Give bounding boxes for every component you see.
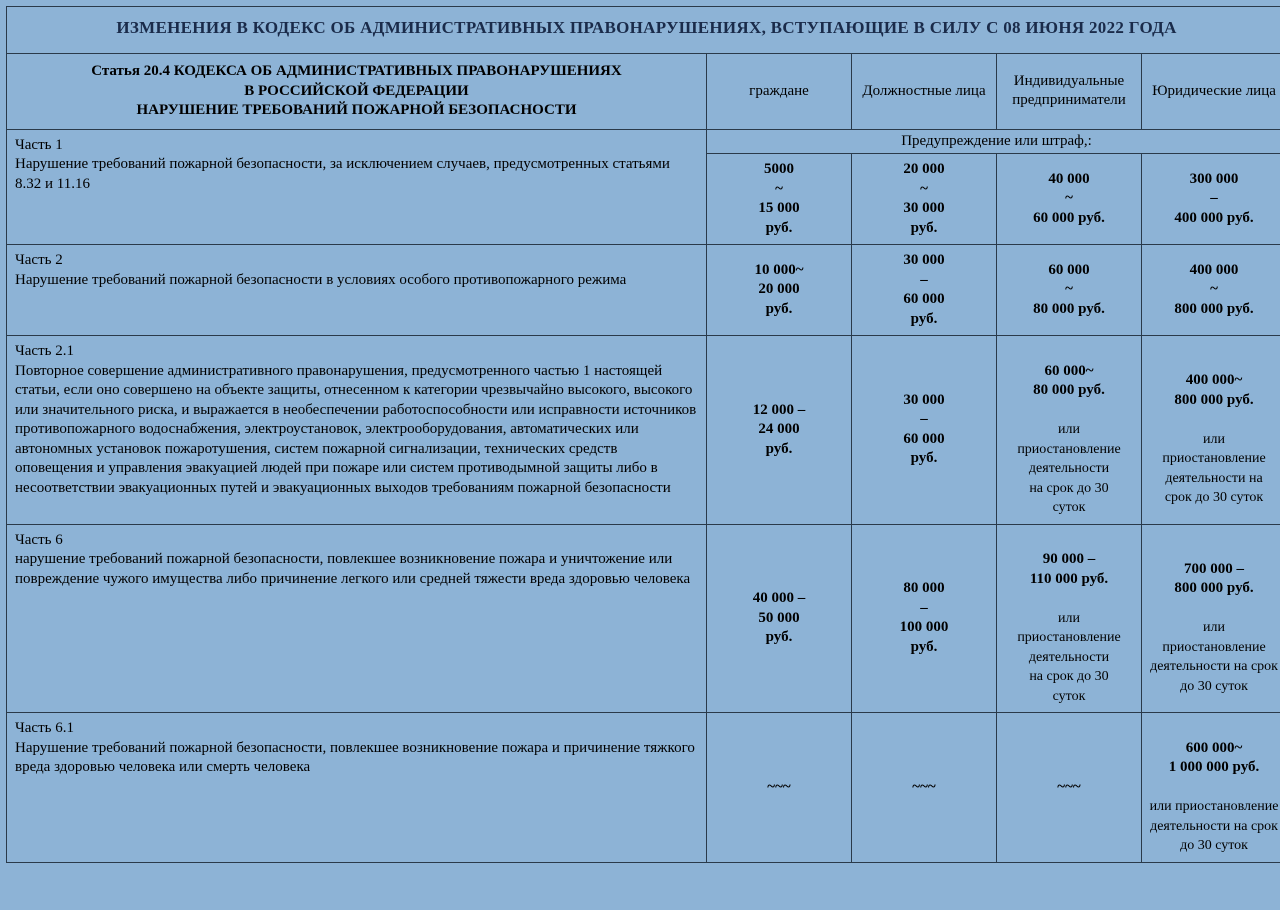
value-citizens: 40 000 – 50 000 руб. (707, 524, 852, 713)
value-main: 90 000 – 110 000 руб. (1030, 551, 1108, 587)
value-main: 60 000~ 80 000 руб. (1033, 363, 1105, 399)
value-officials: 80 000 – 100 000 руб. (852, 524, 997, 713)
header-row: Статья 20.4 КОДЕКСА ОБ АДМИНИСТРАТИВНЫХ … (7, 54, 1280, 130)
penalties-table: ИЗМЕНЕНИЯ В КОДЕКС ОБ АДМИНИСТРАТИВНЫХ П… (6, 6, 1280, 863)
col-header-legal: Юридические лица (1142, 54, 1280, 130)
part-label: Часть 1 (15, 136, 698, 156)
part-text: Нарушение требований пожарной безопаснос… (15, 740, 695, 776)
value-legal: 300 000 – 400 000 руб. (1142, 154, 1280, 245)
value-alt: или приостановление деятельности на срок… (1017, 611, 1120, 704)
value-legal: 400 000 ~ 800 000 руб. (1142, 245, 1280, 336)
header-article: Статья 20.4 КОДЕКСА ОБ АДМИНИСТРАТИВНЫХ … (7, 54, 707, 130)
part-label: Часть 6 (15, 531, 698, 551)
header-line2: В РОССИЙСКОЙ ФЕДЕРАЦИИ (11, 82, 702, 102)
desc-cell: Часть 6 нарушение требований пожарной бе… (7, 524, 707, 713)
value-alt: или приостановление деятельности на срок… (1150, 799, 1279, 853)
value-entrepreneurs: ~~~ (997, 713, 1142, 863)
table-row: Часть 6.1 Нарушение требований пожарной … (7, 713, 1280, 863)
value-officials: 20 000 ~ 30 000 руб. (852, 154, 997, 245)
value-citizens: 5000 ~ 15 000 руб. (707, 154, 852, 245)
value-alt: или приостановление деятельности на срок… (1162, 432, 1265, 506)
value-entrepreneurs: 60 000~ 80 000 руб. или приостановление … (997, 336, 1142, 525)
value-legal: 700 000 – 800 000 руб. или приостановлен… (1142, 524, 1280, 713)
col-header-entrepreneurs: Индивидуальные предприниматели (997, 54, 1142, 130)
desc-cell: Часть 2.1 Повторное совершение администр… (7, 336, 707, 525)
part-text: Нарушение требований пожарной безопаснос… (15, 156, 670, 192)
value-citizens: ~~~ (707, 713, 852, 863)
desc-cell: Часть 6.1 Нарушение требований пожарной … (7, 713, 707, 863)
table-row: Часть 2.1 Повторное совершение администр… (7, 336, 1280, 525)
value-officials: ~~~ (852, 713, 997, 863)
value-entrepreneurs: 60 000 ~ 80 000 руб. (997, 245, 1142, 336)
penalty-type-label: Предупреждение или штраф,: (707, 129, 1280, 154)
value-entrepreneurs: 90 000 – 110 000 руб. или приостановлени… (997, 524, 1142, 713)
table-row: Часть 1 Нарушение требований пожарной бе… (7, 129, 1280, 154)
header-line3: НАРУШЕНИЕ ТРЕБОВАНИЙ ПОЖАРНОЙ БЕЗОПАСНОС… (11, 101, 702, 121)
part-label: Часть 2.1 (15, 342, 698, 362)
part-text: Повторное совершение административного п… (15, 363, 696, 496)
desc-cell: Часть 1 Нарушение требований пожарной бе… (7, 129, 707, 245)
part-text: нарушение требований пожарной безопаснос… (15, 551, 690, 587)
value-entrepreneurs: 40 000 ~ 60 000 руб. (997, 154, 1142, 245)
header-line1: Статья 20.4 КОДЕКСА ОБ АДМИНИСТРАТИВНЫХ … (11, 62, 702, 82)
value-alt: или приостановление деятельности на срок… (1017, 422, 1120, 515)
part-label: Часть 2 (15, 251, 698, 271)
title-row: ИЗМЕНЕНИЯ В КОДЕКС ОБ АДМИНИСТРАТИВНЫХ П… (7, 7, 1280, 54)
value-main: 700 000 – 800 000 руб. (1174, 561, 1253, 597)
value-citizens: 12 000 – 24 000 руб. (707, 336, 852, 525)
value-legal: 400 000~ 800 000 руб. или приостановлени… (1142, 336, 1280, 525)
value-officials: 30 000 – 60 000 руб. (852, 336, 997, 525)
part-label: Часть 6.1 (15, 719, 698, 739)
table-row: Часть 6 нарушение требований пожарной бе… (7, 524, 1280, 713)
table-row: Часть 2 Нарушение требований пожарной бе… (7, 245, 1280, 336)
desc-cell: Часть 2 Нарушение требований пожарной бе… (7, 245, 707, 336)
col-header-citizens: граждане (707, 54, 852, 130)
value-citizens: 10 000~ 20 000 руб. (707, 245, 852, 336)
value-legal: 600 000~ 1 000 000 руб. или приостановле… (1142, 713, 1280, 863)
value-main: 400 000~ 800 000 руб. (1174, 372, 1253, 408)
value-officials: 30 000 – 60 000 руб. (852, 245, 997, 336)
value-main: 600 000~ 1 000 000 руб. (1169, 740, 1259, 776)
col-header-officials: Должностные лица (852, 54, 997, 130)
page-title: ИЗМЕНЕНИЯ В КОДЕКС ОБ АДМИНИСТРАТИВНЫХ П… (7, 7, 1280, 54)
part-text: Нарушение требований пожарной безопаснос… (15, 272, 626, 288)
value-alt: или приостановление деятельности на срок… (1150, 620, 1278, 694)
page: ИЗМЕНЕНИЯ В КОДЕКС ОБ АДМИНИСТРАТИВНЫХ П… (0, 0, 1280, 869)
